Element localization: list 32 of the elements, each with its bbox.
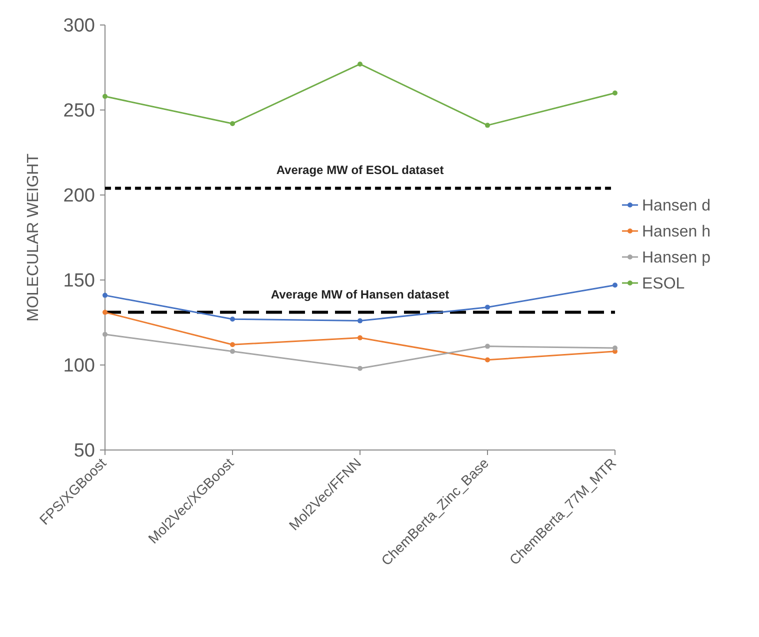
point — [485, 304, 490, 310]
legend-label: Hansen d — [642, 198, 710, 215]
point — [612, 346, 618, 350]
point — [612, 90, 618, 96]
legend-label: Hansen h — [642, 224, 710, 241]
point — [485, 122, 490, 128]
point — [102, 292, 108, 298]
point — [612, 282, 618, 288]
ref-line-label: Average MW of Hansen dataset — [270, 287, 450, 302]
point — [358, 335, 362, 340]
y-tick-label: 100 — [63, 356, 95, 377]
legend-label: ESOL — [642, 276, 685, 293]
point — [102, 332, 108, 337]
y-axis-title: MOLECULAR WEIGHT — [25, 153, 42, 322]
y-tick-label: 250 — [63, 100, 95, 122]
y-tick-label: 300 — [63, 16, 95, 37]
point — [485, 344, 490, 349]
legend-label: Hansen p — [642, 250, 711, 267]
point — [102, 94, 108, 99]
point — [230, 348, 235, 354]
point — [485, 357, 490, 362]
point — [358, 318, 362, 324]
point — [358, 62, 362, 67]
point — [230, 342, 235, 348]
point — [230, 316, 235, 322]
y-tick-label: 50 — [74, 440, 95, 462]
y-tick-label: 150 — [63, 270, 95, 292]
point — [102, 310, 108, 315]
point — [358, 366, 362, 371]
y-tick-label: 200 — [63, 186, 95, 207]
ref-line-label: Average MW of ESOL dataset — [276, 163, 444, 178]
point — [230, 121, 235, 126]
